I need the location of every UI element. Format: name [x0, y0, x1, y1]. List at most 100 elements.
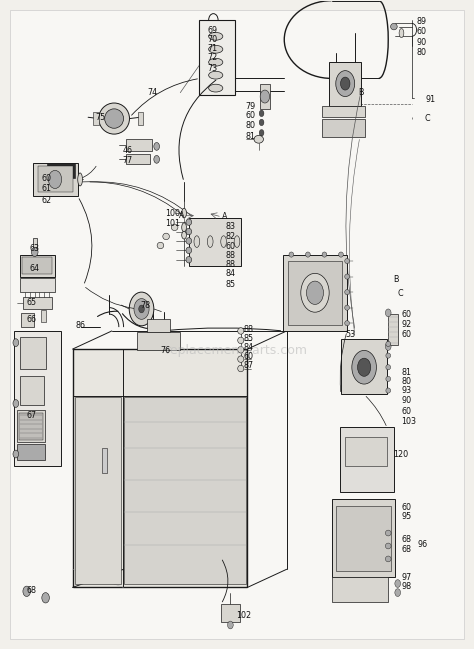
Ellipse shape	[186, 238, 191, 244]
Text: 93: 93	[401, 386, 411, 395]
Bar	[19, 254, 55, 276]
Text: 76: 76	[160, 346, 171, 355]
Text: 95: 95	[401, 511, 412, 520]
Circle shape	[154, 143, 159, 151]
Bar	[75, 397, 121, 583]
Bar	[331, 577, 388, 602]
Ellipse shape	[237, 365, 244, 372]
Bar	[322, 106, 365, 117]
Text: 60: 60	[226, 242, 236, 251]
Circle shape	[301, 273, 329, 312]
Text: 90: 90	[417, 38, 427, 47]
Bar	[19, 376, 44, 405]
Text: 84: 84	[244, 343, 254, 352]
Ellipse shape	[254, 136, 264, 143]
Ellipse shape	[386, 376, 391, 382]
Bar	[124, 397, 246, 583]
Ellipse shape	[386, 353, 391, 358]
Text: 75: 75	[95, 113, 106, 122]
Text: B: B	[358, 88, 364, 97]
Circle shape	[307, 281, 323, 304]
Circle shape	[139, 305, 145, 313]
Circle shape	[357, 358, 371, 376]
Text: 83: 83	[226, 221, 236, 230]
Ellipse shape	[385, 530, 391, 536]
Circle shape	[260, 90, 270, 103]
Ellipse shape	[386, 341, 391, 347]
Bar	[22, 257, 52, 274]
Bar	[17, 410, 45, 443]
Text: 71: 71	[208, 44, 218, 53]
Text: A: A	[222, 212, 228, 221]
Text: 88: 88	[244, 325, 254, 334]
Ellipse shape	[182, 208, 186, 218]
Text: A: A	[179, 211, 185, 220]
Text: 81: 81	[401, 368, 411, 377]
Ellipse shape	[385, 556, 391, 562]
Ellipse shape	[386, 388, 391, 393]
Text: 46: 46	[123, 147, 133, 156]
Bar	[33, 163, 78, 196]
Bar	[23, 297, 52, 309]
Circle shape	[154, 156, 159, 164]
Circle shape	[259, 110, 264, 117]
Text: 60: 60	[41, 174, 51, 182]
Text: 60: 60	[244, 352, 254, 361]
Bar	[102, 448, 107, 474]
Text: 80: 80	[401, 377, 411, 386]
Text: 63: 63	[29, 243, 39, 252]
Ellipse shape	[209, 32, 223, 40]
Bar	[199, 20, 235, 95]
Ellipse shape	[171, 224, 178, 230]
Text: 80: 80	[417, 48, 427, 57]
Text: 79: 79	[246, 103, 256, 112]
Text: 85: 85	[226, 280, 236, 289]
Ellipse shape	[105, 109, 124, 129]
Bar	[14, 331, 61, 466]
Text: 70: 70	[208, 35, 218, 44]
Text: 77: 77	[123, 156, 133, 164]
Bar	[126, 154, 150, 164]
Bar	[47, 163, 75, 178]
Bar	[329, 62, 361, 106]
Ellipse shape	[345, 289, 349, 295]
Ellipse shape	[385, 543, 391, 549]
Text: 60: 60	[401, 330, 411, 339]
Ellipse shape	[322, 252, 327, 257]
Ellipse shape	[78, 173, 82, 186]
Text: 61: 61	[41, 184, 51, 193]
Ellipse shape	[163, 233, 169, 239]
Circle shape	[259, 119, 264, 126]
Text: 64: 64	[29, 264, 39, 273]
Text: 68: 68	[27, 585, 36, 594]
Ellipse shape	[182, 231, 186, 239]
Text: 100: 100	[165, 208, 180, 217]
Text: C: C	[398, 289, 403, 298]
Ellipse shape	[306, 252, 310, 257]
Circle shape	[13, 339, 18, 347]
Ellipse shape	[186, 256, 191, 263]
Ellipse shape	[237, 328, 244, 334]
Circle shape	[48, 171, 62, 188]
Ellipse shape	[209, 84, 223, 92]
Text: 60: 60	[417, 27, 427, 36]
Text: 53: 53	[346, 330, 356, 339]
Bar	[341, 339, 387, 395]
Ellipse shape	[186, 228, 191, 235]
Text: B: B	[393, 275, 399, 284]
Text: 69: 69	[208, 26, 218, 35]
Bar	[126, 140, 152, 151]
Ellipse shape	[345, 305, 349, 310]
Text: replacementparts.com: replacementparts.com	[166, 344, 308, 357]
Bar	[93, 112, 99, 125]
Bar	[331, 499, 395, 577]
Bar	[138, 112, 144, 125]
Bar	[345, 437, 387, 466]
Text: 66: 66	[27, 315, 36, 324]
Ellipse shape	[208, 236, 213, 247]
Text: 88: 88	[226, 260, 236, 269]
Bar	[288, 261, 342, 324]
Ellipse shape	[289, 252, 294, 257]
Ellipse shape	[182, 223, 186, 232]
Text: 68: 68	[401, 535, 411, 544]
